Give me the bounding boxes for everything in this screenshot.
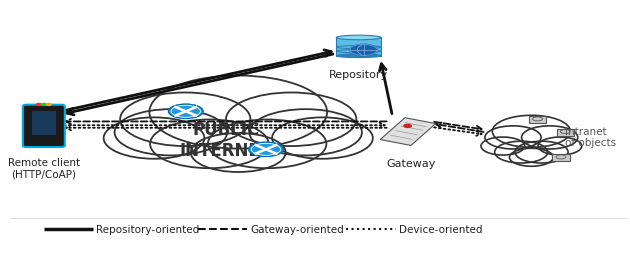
- Circle shape: [485, 126, 541, 149]
- Circle shape: [47, 104, 51, 106]
- Circle shape: [492, 116, 570, 148]
- Text: Repository-oriented: Repository-oriented: [96, 224, 200, 234]
- Circle shape: [191, 134, 285, 172]
- Text: Gateway: Gateway: [386, 158, 436, 169]
- Circle shape: [404, 125, 411, 128]
- FancyBboxPatch shape: [336, 38, 381, 57]
- Circle shape: [120, 93, 251, 147]
- Circle shape: [150, 120, 268, 169]
- Circle shape: [149, 76, 327, 149]
- Circle shape: [249, 143, 284, 157]
- Polygon shape: [380, 118, 436, 146]
- Circle shape: [522, 126, 578, 149]
- Circle shape: [104, 118, 204, 159]
- Ellipse shape: [336, 36, 381, 41]
- Text: Remote client
(HTTP/CoAP): Remote client (HTTP/CoAP): [8, 157, 80, 179]
- Circle shape: [510, 149, 553, 167]
- FancyBboxPatch shape: [553, 154, 570, 161]
- FancyBboxPatch shape: [32, 111, 56, 136]
- Circle shape: [495, 142, 547, 163]
- Circle shape: [115, 110, 227, 156]
- Circle shape: [538, 137, 581, 155]
- Circle shape: [249, 110, 362, 156]
- FancyBboxPatch shape: [23, 105, 65, 148]
- FancyBboxPatch shape: [529, 116, 546, 123]
- Circle shape: [515, 142, 568, 163]
- Circle shape: [168, 105, 203, 119]
- Circle shape: [208, 120, 326, 169]
- Circle shape: [481, 137, 525, 155]
- Text: Intranet
of objects: Intranet of objects: [565, 126, 616, 148]
- Text: Repository: Repository: [329, 70, 388, 80]
- Text: Device-oriented: Device-oriented: [399, 224, 482, 234]
- Circle shape: [42, 104, 47, 106]
- Circle shape: [350, 45, 377, 56]
- Circle shape: [272, 118, 373, 159]
- Circle shape: [226, 93, 357, 147]
- Text: PUBLIC
INTERNET: PUBLIC INTERNET: [180, 120, 272, 159]
- Circle shape: [37, 104, 42, 106]
- Text: Gateway-oriented: Gateway-oriented: [251, 224, 345, 234]
- FancyBboxPatch shape: [557, 129, 574, 136]
- Ellipse shape: [336, 55, 381, 58]
